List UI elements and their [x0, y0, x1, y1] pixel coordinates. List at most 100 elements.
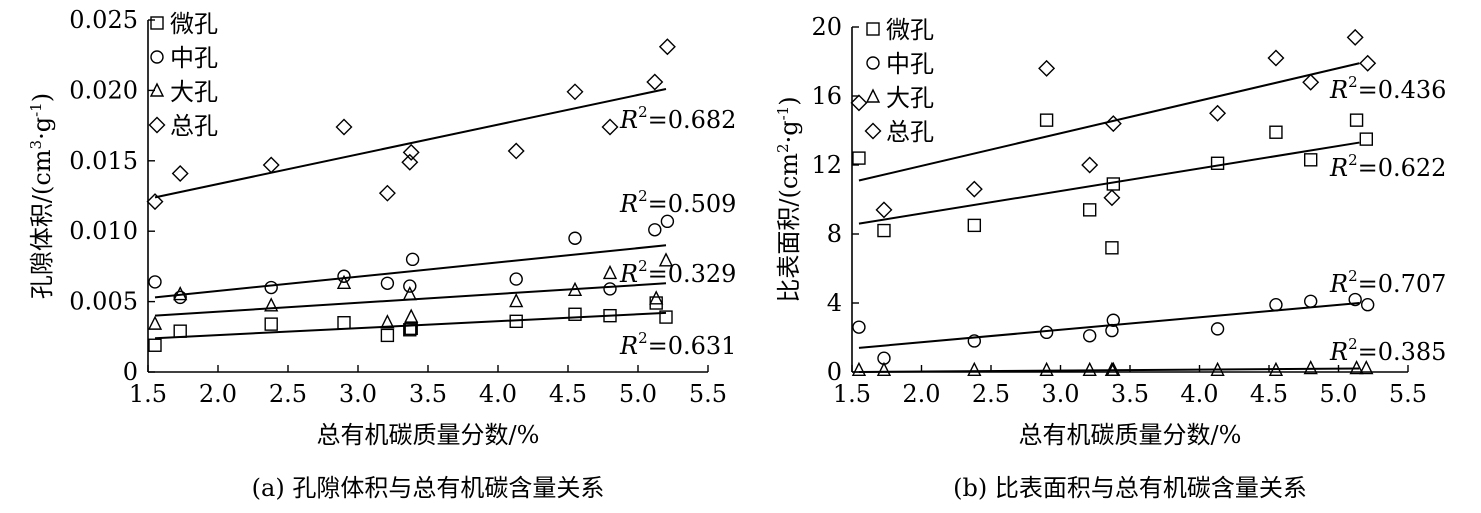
panel-b-point-mesopore: [1303, 294, 1318, 308]
panel-b-point-total-pore: [850, 94, 868, 112]
panel-b-x-axis-title: 总有机碳质量分数/%: [1019, 421, 1242, 449]
panel-b-point-macropore: [1082, 361, 1097, 376]
panel-b-y-title-sup2: -1: [774, 106, 792, 121]
panel-b-legend-marker-macropore: [865, 88, 881, 103]
panel-b-point-macropore: [1359, 359, 1374, 375]
panel-b-point-total-pore: [875, 201, 893, 219]
panel-a-x-tick-label: 1.5: [129, 380, 167, 408]
panel-b-fit-line-micropore: [858, 141, 1360, 225]
legend-item-total-pore: 总孔: [864, 118, 934, 146]
legend-item-mesopore: 中孔: [150, 44, 218, 72]
panel-b-y-title-sup1: 2: [774, 143, 792, 153]
legend-label-mesopore: 中孔: [170, 44, 218, 72]
panel-b-point-mesopore: [1348, 292, 1362, 307]
panel-a-x-axis-title: 总有机碳质量分数/%: [317, 421, 540, 449]
panel-a-caption: (a) 孔隙体积与总有机碳含量关系: [252, 474, 605, 502]
panel-a-point-mesopore: [337, 269, 351, 283]
panel-b-point-micropore: [1106, 177, 1121, 191]
panel-a-point-macropore: [402, 285, 417, 301]
panel-a-point-macropore: [658, 252, 674, 267]
legend-label-total-pore: 总孔: [170, 112, 218, 140]
panel-b-point-mesopore: [852, 320, 866, 334]
panel-a-point-mesopore: [648, 223, 662, 237]
panel-a-point-total-pore: [401, 153, 419, 171]
panel-b-x-tick-label: 4.0: [1180, 380, 1218, 408]
panel-b-point-micropore: [852, 151, 866, 165]
panel-b-point-mesopore: [967, 334, 982, 348]
panel-a-legend-marker-total-pore: [148, 116, 166, 134]
panel-a-legend: 微孔 中孔 大孔 总孔: [148, 10, 218, 140]
panel-b-x-tick-label: 4.5: [1250, 380, 1288, 408]
panel-b-r2-labels: R2=0.436 R2=0.622 R2=0.707 R2=0.385: [1329, 73, 1446, 366]
panel-b-legend-marker-total-pore: [864, 122, 882, 140]
panel-b-point-total-pore: [1081, 156, 1099, 174]
panel-b-legend-marker-mesopore: [866, 56, 880, 70]
panel-b-fit-line-total-pore: [858, 62, 1360, 182]
panel-b-y-axis-title: 比表面积/(cm2·g-1): [774, 96, 803, 302]
panel-a-point-macropore: [602, 264, 618, 280]
panel-a-point-micropore: [603, 308, 617, 323]
panel-a-point-total-pore: [601, 118, 619, 136]
panel-a-point-micropore: [509, 314, 523, 329]
panel-b-chart: 微孔 中孔 大孔 总孔 总有机碳质量分数/% 比表面积/(cm2·g-1) (b…: [774, 13, 1446, 502]
panel-a-r2-micropore: R2=0.631: [619, 329, 736, 360]
panel-a-y-tick-label: 0.015: [69, 147, 138, 175]
panel-a-point-macropore: [173, 285, 188, 301]
legend-item-macropore: 大孔: [865, 84, 934, 112]
panel-a-y-title-mid: ·g: [28, 117, 56, 140]
panel-a-y-title-text: 孔隙体积/(cm: [28, 149, 56, 299]
panel-a-point-macropore: [649, 290, 664, 305]
panel-b-point-macropore: [1349, 359, 1364, 375]
panel-a-r2-mesopore: R2=0.509: [619, 187, 736, 218]
panel-b-point-micropore: [1303, 153, 1318, 167]
panel-b-y-title-text: 比表面积/(cm: [775, 153, 803, 303]
panel-a-point-total-pore: [262, 156, 280, 174]
panel-b-point-total-pore: [1346, 28, 1364, 46]
panel-a-point-total-pore: [566, 83, 584, 101]
panel-b-point-macropore: [967, 361, 982, 376]
panel-a-point-total-pore: [378, 184, 396, 202]
panel-b-point-mesopore: [1360, 298, 1375, 312]
panel-b-point-total-pore: [1103, 189, 1121, 207]
panel-a-point-micropore: [403, 323, 417, 337]
panel-b-point-macropore: [1039, 361, 1054, 376]
panel-b-r2-micropore: R2=0.622: [1329, 151, 1446, 182]
panel-b-point-macropore: [851, 361, 867, 376]
legend-label-macropore: 大孔: [886, 84, 934, 112]
panel-b-point-total-pore: [1038, 59, 1056, 77]
panel-a-point-total-pore: [171, 164, 189, 182]
panel-a-point-mesopore: [603, 282, 617, 296]
panel-a-x-tick-label: 4.5: [549, 380, 587, 408]
panel-a-r2-labels: R2=0.682 R2=0.509 R2=0.329 R2=0.631: [619, 103, 736, 360]
panel-b-x-tick-label: 5.0: [1319, 380, 1357, 408]
panel-a-point-macropore: [509, 293, 524, 308]
panel-a-y-axis-title: 孔隙体积/(cm3·g-1): [27, 93, 56, 299]
panel-a-point-mesopore: [568, 231, 582, 245]
panel-b-legend: 微孔 中孔 大孔 总孔: [864, 16, 934, 146]
panel-b-point-mesopore: [1106, 313, 1121, 327]
panel-a-point-total-pore: [402, 143, 420, 161]
panel-a-x-tick-label: 5.5: [689, 380, 727, 408]
panel-a-point-total-pore: [658, 38, 676, 56]
panel-b-x-tick-label: 3.0: [1041, 380, 1079, 408]
panel-a-r2-total: R2=0.682: [619, 103, 736, 134]
panel-b-point-total-pore: [965, 180, 983, 198]
panel-a-y-tick-label: 0.005: [69, 288, 138, 316]
panel-a-y-title-sup2: -1: [27, 102, 45, 117]
legend-label-micropore: 微孔: [886, 16, 934, 44]
panel-a-x-tick-label: 3.0: [339, 380, 377, 408]
panel-b-point-micropore: [1269, 125, 1283, 139]
panel-b-point-macropore: [1106, 361, 1121, 376]
panel-a-point-micropore: [659, 310, 673, 324]
panel-a-point-mesopore: [148, 275, 162, 289]
panel-a-point-macropore: [404, 308, 419, 323]
panel-b-point-mesopore: [1210, 322, 1225, 336]
panel-a-x-tick-label: 2.0: [199, 380, 237, 408]
panel-a-x-tick-label: 2.5: [269, 380, 307, 408]
panel-a-y-title-end: ): [28, 93, 56, 102]
panel-a-r2-macropore: R2=0.329: [619, 257, 736, 288]
panel-b-point-micropore: [967, 218, 982, 233]
panel-b-point-mesopore: [1082, 329, 1097, 343]
panel-b-x-tick-label: 2.5: [972, 380, 1010, 408]
panel-a-y-tick-label: 0.020: [69, 76, 138, 104]
